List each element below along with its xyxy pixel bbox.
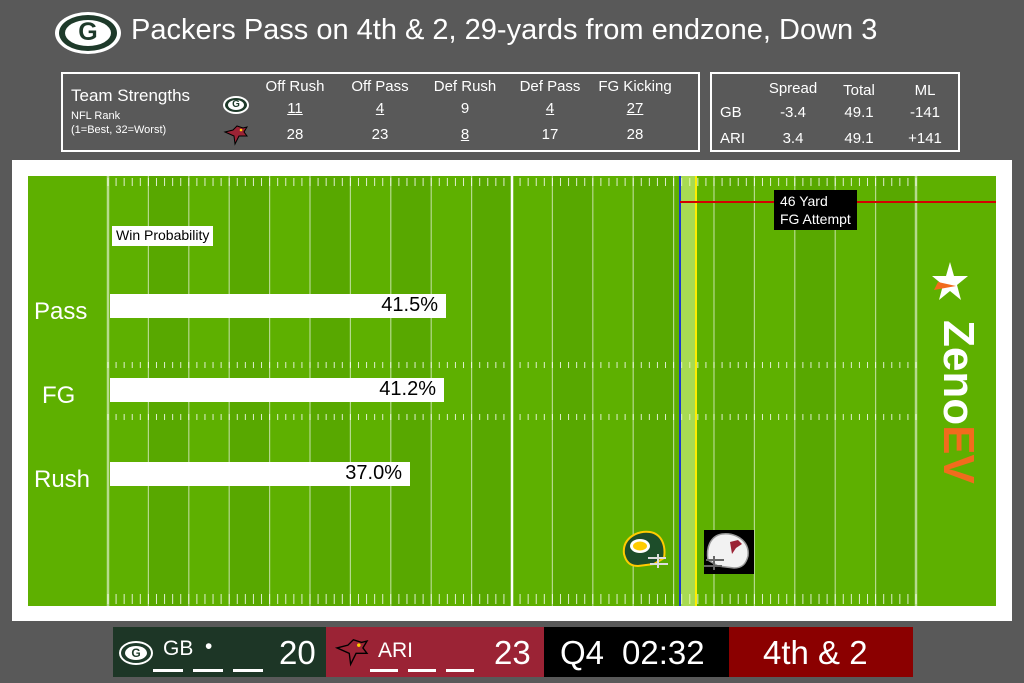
col-def-pass: Def Pass [519, 78, 581, 95]
clock-time: 02:32 [622, 634, 705, 671]
ari-fg-kicking: 28 [626, 126, 644, 143]
home-team-abbr: GB [163, 637, 194, 660]
first-down-zone [680, 176, 696, 606]
ari-spread: 3.4 [782, 130, 804, 147]
field-stripe [552, 176, 593, 606]
win-probability-label: Win Probability [112, 226, 214, 246]
gb-ml: -141 [909, 104, 941, 121]
timeout-indicator [370, 669, 398, 672]
gb-def-pass: 4 [545, 100, 555, 117]
win-prob-value-rush: 37.0% [345, 462, 402, 484]
scoreboard-home: G GB • 20 [113, 627, 326, 677]
possession-indicator: • [205, 635, 213, 658]
away-score: 23 [494, 634, 531, 671]
ari-def-rush: 8 [460, 126, 470, 143]
gb-off-pass: 4 [375, 100, 385, 117]
odds-team-gb: GB [720, 104, 742, 121]
cardinals-logo-icon [223, 125, 249, 146]
ari-total: 49.1 [844, 130, 874, 147]
packers-logo-icon: G [119, 641, 153, 665]
win-prob-bar-rush [110, 462, 410, 486]
win-prob-bar-fg [110, 378, 444, 402]
ari-ml: +141 [908, 130, 942, 147]
timeout-indicator [446, 669, 474, 672]
field-frame: 46 Yard FG Attempt Win Probability Pass … [12, 160, 1012, 621]
col-off-pass: Off Pass [351, 78, 409, 95]
down-and-distance: 4th & 2 [729, 627, 913, 677]
play-label-fg: FG [42, 382, 76, 409]
odds-team-ari: ARI [720, 130, 746, 147]
betting-odds-panel: Spread Total ML GB -3.4 49.1 -141 ARI 3.… [710, 72, 960, 152]
away-team-abbr: ARI [378, 639, 414, 662]
col-off-rush: Off Rush [265, 78, 325, 95]
col-ml: ML [914, 82, 936, 99]
team-strengths-panel: Team Strengths NFL Rank (1=Best, 32=Wors… [61, 72, 700, 152]
gb-def-rush: 9 [460, 100, 470, 117]
football-field: 46 Yard FG Attempt Win Probability Pass … [28, 176, 996, 606]
quarter: Q4 [560, 634, 605, 671]
col-total: Total [843, 82, 875, 99]
gb-spread: -3.4 [780, 104, 806, 121]
fg-attempt-label: 46 Yard FG Attempt [774, 190, 857, 230]
home-score: 20 [279, 634, 316, 671]
packers-helmet-icon [622, 530, 668, 568]
packers-logo-icon: G [55, 12, 121, 54]
gb-off-rush: 11 [287, 100, 303, 117]
title-bar: G Packers Pass on 4th & 2, 29-yards from… [0, 8, 1024, 58]
gb-total: 49.1 [844, 104, 874, 121]
timeout-indicator [408, 669, 436, 672]
strengths-heading: Team Strengths [71, 86, 191, 105]
game-clock: Q4 02:32 [544, 627, 729, 677]
field-stripe [471, 176, 512, 606]
win-prob-bar-pass [110, 294, 446, 318]
zenoev-brand-logo: ZenoEV [928, 256, 988, 536]
col-fg-kicking: FG Kicking [598, 78, 672, 95]
ari-off-rush: 28 [286, 126, 304, 143]
scoreboard-away: ARI 23 [326, 627, 544, 677]
ari-def-pass: 17 [541, 126, 559, 143]
strengths-scale: (1=Best, 32=Worst) [71, 124, 167, 136]
endzone-right [916, 176, 996, 606]
timeout-indicator [193, 669, 223, 672]
col-def-rush: Def Rush [433, 78, 497, 95]
win-prob-value-fg: 41.2% [379, 378, 436, 400]
field-stripe [875, 176, 916, 606]
play-label-rush: Rush [34, 466, 91, 493]
field-stripe [794, 176, 836, 606]
col-spread: Spread [768, 80, 818, 97]
page-title: Packers Pass on 4th & 2, 29-yards from e… [131, 14, 878, 46]
timeout-indicator [233, 669, 263, 672]
cardinals-helmet-icon [704, 530, 754, 574]
win-prob-value-pass: 41.5% [381, 294, 438, 316]
down-distance-text: 4th & 2 [763, 634, 868, 671]
endzone-left [28, 176, 108, 606]
packers-logo-icon: G [223, 96, 249, 114]
strengths-subheading: NFL Rank [71, 110, 121, 122]
gb-fg-kicking: 27 [626, 100, 644, 117]
scoreboard: G GB • 20 ARI 23 Q4 02:32 4th & 2 [113, 627, 913, 677]
star-icon [932, 262, 968, 300]
timeout-indicator [153, 669, 183, 672]
cardinals-logo-icon [334, 638, 369, 667]
play-label-pass: Pass [34, 298, 88, 325]
ari-off-pass: 23 [371, 126, 389, 143]
